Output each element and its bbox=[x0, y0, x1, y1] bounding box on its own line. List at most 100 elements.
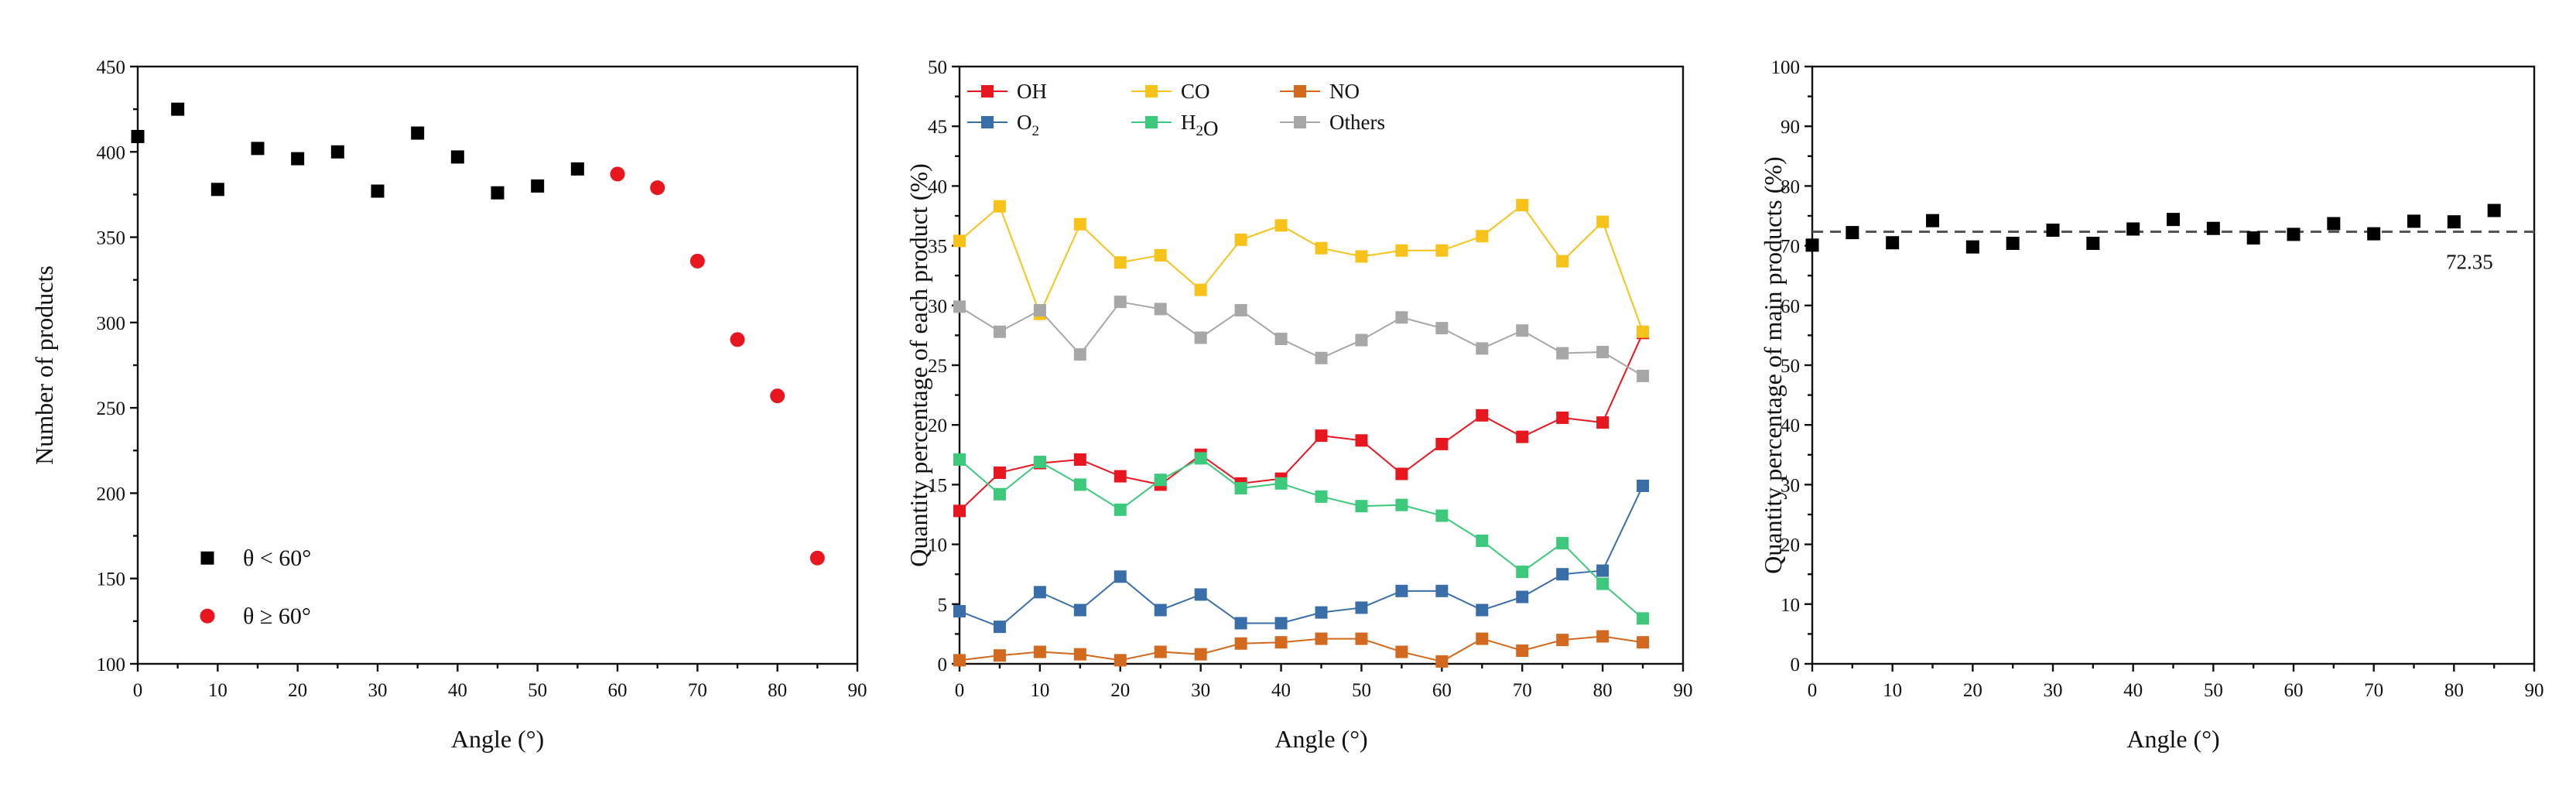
data-point-oh bbox=[1516, 430, 1529, 443]
data-point-o2 bbox=[993, 621, 1006, 634]
data-point-h2o bbox=[1033, 456, 1046, 469]
data-point-co bbox=[1516, 199, 1529, 212]
y-tick-label: 25 bbox=[928, 356, 947, 377]
legend-marker-others bbox=[1294, 116, 1306, 128]
data-point-main bbox=[1886, 236, 1900, 250]
series-line-o2 bbox=[959, 485, 1644, 628]
data-point-lt60 bbox=[210, 183, 224, 197]
data-point-no bbox=[1355, 632, 1368, 645]
plot-frame bbox=[1811, 65, 2536, 665]
y-tick-label: 50 bbox=[928, 57, 947, 78]
y-tick-label: 300 bbox=[97, 313, 126, 334]
legend-label-part: 2 bbox=[1032, 123, 1040, 139]
data-point-no bbox=[1516, 644, 1529, 658]
data-point-others bbox=[1476, 342, 1489, 355]
y-tick-label: 30 bbox=[1781, 475, 1800, 496]
y-tick-label: 400 bbox=[97, 142, 126, 163]
x-tick-label: 50 bbox=[2204, 680, 2223, 701]
legend-label-lt60: θ < 60° bbox=[243, 545, 311, 571]
data-point-oh bbox=[953, 504, 966, 518]
data-point-oh bbox=[1435, 437, 1449, 450]
data-point-h2o bbox=[1073, 478, 1086, 491]
data-point-co bbox=[1154, 248, 1167, 262]
data-point-h2o bbox=[1476, 534, 1489, 547]
data-point-others bbox=[1516, 324, 1529, 337]
data-point-oh bbox=[1073, 453, 1086, 466]
data-point-no bbox=[1154, 645, 1167, 658]
data-point-h2o bbox=[1395, 498, 1408, 511]
data-point-others bbox=[1274, 333, 1288, 346]
data-point-no bbox=[1033, 645, 1046, 658]
data-point-no bbox=[1596, 630, 1610, 643]
legend-label-part: H bbox=[1181, 111, 1196, 134]
data-point-others bbox=[1033, 303, 1046, 316]
x-tick-label: 90 bbox=[2525, 680, 2544, 701]
series-line-co bbox=[959, 203, 1644, 333]
data-point-others bbox=[1395, 311, 1408, 324]
data-point-co bbox=[1435, 244, 1449, 257]
legend-label-part: NO bbox=[1329, 80, 1360, 103]
x-tick-label: 20 bbox=[1963, 680, 1982, 701]
data-point-main bbox=[2167, 213, 2180, 227]
data-point-others bbox=[1073, 348, 1086, 361]
y-axis-title: Quantity percentage of main products (%) bbox=[1759, 156, 1787, 573]
data-point-co bbox=[1234, 233, 1247, 246]
y-tick-label: 80 bbox=[1781, 176, 1800, 197]
data-point-co bbox=[1355, 250, 1368, 263]
data-point-main bbox=[2487, 203, 2501, 217]
y-tick-label: 40 bbox=[928, 176, 947, 197]
data-point-lt60 bbox=[251, 142, 265, 156]
data-point-main bbox=[2126, 222, 2140, 236]
data-point-oh bbox=[1114, 470, 1127, 483]
y-tick-label: 100 bbox=[1771, 57, 1801, 78]
y-axis-title: Number of products bbox=[30, 265, 58, 465]
data-point-lt60 bbox=[411, 126, 425, 140]
legend-label-part: CO bbox=[1181, 80, 1210, 103]
y-tick-label: 30 bbox=[928, 296, 947, 317]
data-point-others bbox=[1234, 303, 1247, 316]
data-point-no bbox=[1073, 648, 1086, 661]
x-tick-label: 50 bbox=[528, 680, 547, 701]
x-tick-label: 10 bbox=[1883, 680, 1902, 701]
series-line-others bbox=[959, 301, 1644, 377]
data-point-main bbox=[2327, 217, 2341, 231]
legend-label-oh: OH bbox=[1017, 80, 1047, 103]
x-tick-label: 90 bbox=[1674, 680, 1693, 701]
data-point-co bbox=[1315, 241, 1328, 255]
x-tick-label: 40 bbox=[448, 680, 467, 701]
y-tick-label: 15 bbox=[928, 475, 947, 496]
y-tick-label: 10 bbox=[1781, 595, 1800, 616]
data-point-lt60 bbox=[491, 186, 505, 200]
x-tick-label: 30 bbox=[2044, 680, 2063, 701]
data-point-o2 bbox=[1637, 479, 1650, 492]
data-point-o2 bbox=[1234, 617, 1247, 630]
data-point-h2o bbox=[1114, 503, 1127, 516]
data-point-main bbox=[2006, 237, 2020, 251]
data-point-main bbox=[2407, 214, 2420, 228]
x-tick-label: 70 bbox=[1513, 680, 1532, 701]
data-point-o2 bbox=[1355, 601, 1368, 614]
data-point-h2o bbox=[1234, 482, 1247, 495]
data-point-ge60 bbox=[650, 180, 665, 196]
chart-panel-1: 0 10 20 30 40 50 60 70 80 90 100 150 200 250 300 350 400… bbox=[30, 57, 867, 753]
legend: θ < 60° θ ≥ 60° bbox=[200, 545, 311, 629]
data-point-no bbox=[1114, 654, 1127, 667]
data-point-h2o bbox=[1194, 452, 1207, 465]
y-tick-label: 60 bbox=[1781, 296, 1800, 317]
data-point-lt60 bbox=[291, 152, 305, 166]
x-tick-label: 30 bbox=[1191, 680, 1210, 701]
data-point-others bbox=[1315, 351, 1328, 364]
data-point-o2 bbox=[1154, 603, 1167, 617]
data-point-oh bbox=[993, 466, 1006, 479]
legend-marker-lt60 bbox=[200, 551, 214, 565]
data-point-o2 bbox=[1315, 606, 1328, 619]
data-point-o2 bbox=[1395, 584, 1408, 597]
legend-label-others: Others bbox=[1329, 111, 1385, 134]
data-point-o2 bbox=[1596, 564, 1610, 577]
legend-label-part: Others bbox=[1329, 111, 1385, 134]
chart-panel-3: 0 10 20 30 40 50 60 70 80 90 0 10 20 30 40 50 60 70 80 90 10… bbox=[1759, 57, 2544, 753]
data-point-oh bbox=[1476, 409, 1489, 422]
data-point-o2 bbox=[1194, 588, 1207, 601]
data-point-ge60 bbox=[689, 253, 705, 268]
